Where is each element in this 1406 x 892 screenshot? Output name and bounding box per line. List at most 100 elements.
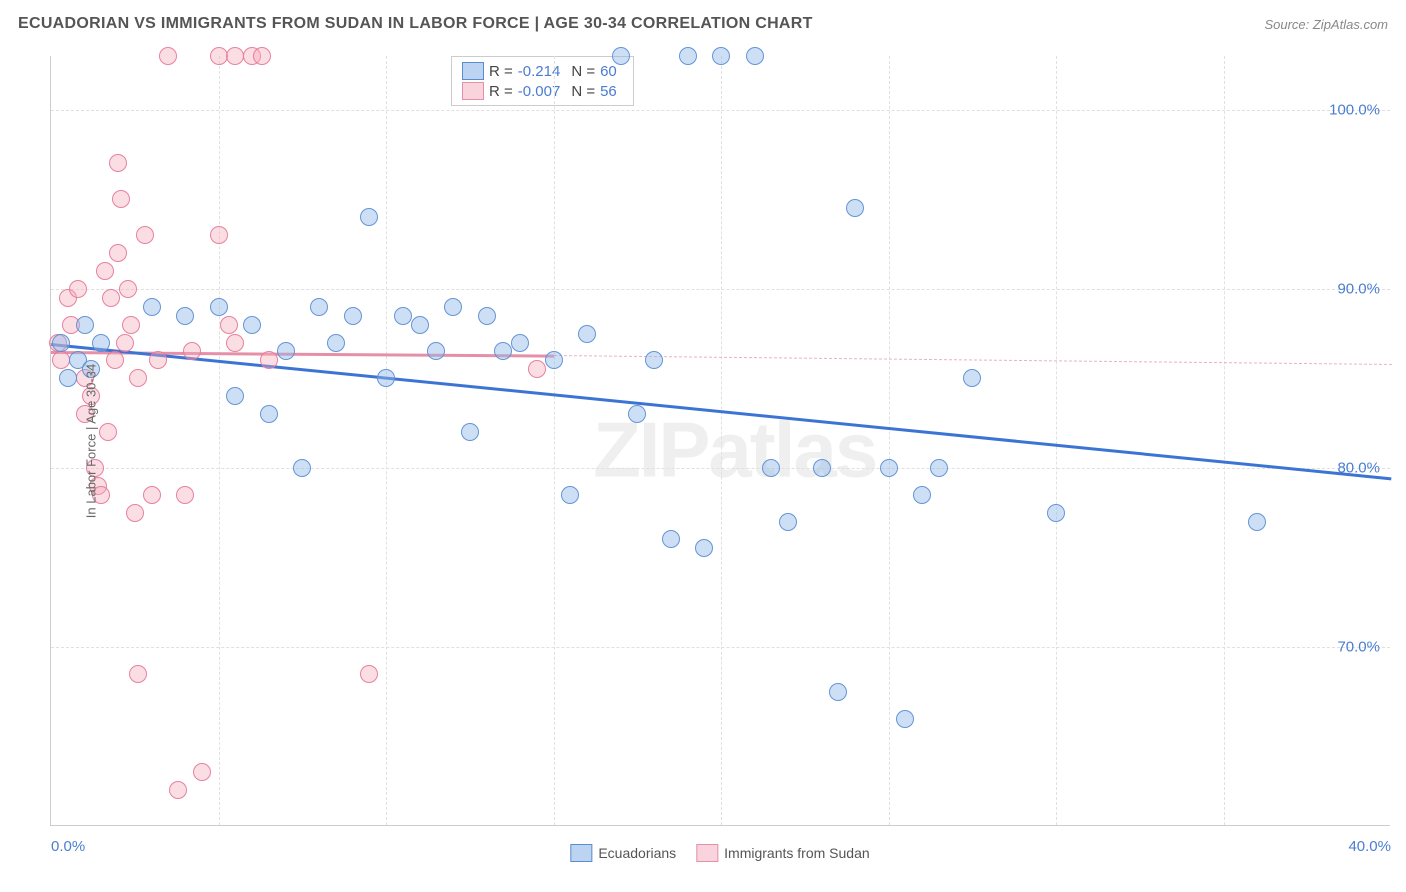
stats-row-pink: R = -0.007 N = 56 <box>462 81 623 101</box>
data-point <box>1248 513 1266 531</box>
data-point <box>478 307 496 325</box>
data-point <box>427 342 445 360</box>
data-point <box>210 226 228 244</box>
data-point <box>411 316 429 334</box>
y-tick-label: 90.0% <box>1337 280 1380 297</box>
data-point <box>645 351 663 369</box>
data-point <box>913 486 931 504</box>
pink-swatch-icon <box>462 82 484 100</box>
data-point <box>176 486 194 504</box>
stats-row-blue: R = -0.214 N = 60 <box>462 61 623 81</box>
legend-label-blue: Ecuadorians <box>598 845 676 861</box>
data-point <box>109 154 127 172</box>
trend-line <box>553 355 1391 365</box>
data-point <box>712 47 730 65</box>
data-point <box>461 423 479 441</box>
data-point <box>109 244 127 262</box>
data-point <box>494 342 512 360</box>
data-point <box>136 226 154 244</box>
data-point <box>561 486 579 504</box>
pink-swatch-icon <box>696 844 718 862</box>
blue-swatch-icon <box>570 844 592 862</box>
r-label-2: R = <box>489 83 513 100</box>
gridline-vertical <box>554 56 555 825</box>
data-point <box>578 325 596 343</box>
data-point <box>52 334 70 352</box>
data-point <box>679 47 697 65</box>
data-point <box>344 307 362 325</box>
pink-n-value: 56 <box>600 83 617 100</box>
data-point <box>96 262 114 280</box>
data-point <box>880 459 898 477</box>
data-point <box>545 351 563 369</box>
data-point <box>220 316 238 334</box>
data-point <box>92 334 110 352</box>
data-point <box>260 351 278 369</box>
data-point <box>360 665 378 683</box>
chart-header: ECUADORIAN VS IMMIGRANTS FROM SUDAN IN L… <box>0 0 1406 48</box>
data-point <box>226 387 244 405</box>
legend-label-pink: Immigrants from Sudan <box>724 845 870 861</box>
data-point <box>260 405 278 423</box>
data-point <box>129 369 147 387</box>
scatter-chart: ZIPatlas R = -0.214 N = 60 R = -0.007 N … <box>50 56 1390 826</box>
r-label: R = <box>489 63 513 80</box>
data-point <box>293 459 311 477</box>
y-axis-title: In Labor Force | Age 30-34 <box>84 364 99 518</box>
data-point <box>69 280 87 298</box>
series-legend: Ecuadorians Immigrants from Sudan <box>570 844 869 862</box>
data-point <box>253 47 271 65</box>
data-point <box>122 316 140 334</box>
plot-area: ZIPatlas R = -0.214 N = 60 R = -0.007 N … <box>50 56 1390 826</box>
data-point <box>193 763 211 781</box>
data-point <box>210 298 228 316</box>
blue-swatch-icon <box>462 62 484 80</box>
data-point <box>243 316 261 334</box>
gridline-vertical <box>386 56 387 825</box>
data-point <box>327 334 345 352</box>
data-point <box>183 342 201 360</box>
x-tick-label: 0.0% <box>51 838 85 855</box>
data-point <box>528 360 546 378</box>
data-point <box>813 459 831 477</box>
data-point <box>129 665 147 683</box>
n-label-2: N = <box>571 83 595 100</box>
n-label: N = <box>571 63 595 80</box>
legend-item-blue: Ecuadorians <box>570 844 676 862</box>
data-point <box>52 351 70 369</box>
data-point <box>149 351 167 369</box>
y-tick-label: 100.0% <box>1329 101 1380 118</box>
data-point <box>1047 504 1065 522</box>
data-point <box>112 190 130 208</box>
x-tick-label: 40.0% <box>1348 838 1391 855</box>
gridline-vertical <box>219 56 220 825</box>
correlation-stats-box: R = -0.214 N = 60 R = -0.007 N = 56 <box>451 56 634 106</box>
data-point <box>143 486 161 504</box>
data-point <box>159 47 177 65</box>
data-point <box>176 307 194 325</box>
data-point <box>169 781 187 799</box>
data-point <box>126 504 144 522</box>
data-point <box>76 316 94 334</box>
gridline-vertical <box>1224 56 1225 825</box>
blue-n-value: 60 <box>600 63 617 80</box>
data-point <box>106 351 124 369</box>
data-point <box>896 710 914 728</box>
data-point <box>662 530 680 548</box>
data-point <box>930 459 948 477</box>
legend-item-pink: Immigrants from Sudan <box>696 844 870 862</box>
chart-title: ECUADORIAN VS IMMIGRANTS FROM SUDAN IN L… <box>18 15 813 33</box>
data-point <box>143 298 161 316</box>
data-point <box>226 334 244 352</box>
data-point <box>226 47 244 65</box>
data-point <box>310 298 328 316</box>
data-point <box>59 369 77 387</box>
data-point <box>102 289 120 307</box>
data-point <box>119 280 137 298</box>
data-point <box>846 199 864 217</box>
data-point <box>511 334 529 352</box>
gridline-vertical <box>1056 56 1057 825</box>
data-point <box>746 47 764 65</box>
data-point <box>612 47 630 65</box>
data-point <box>394 307 412 325</box>
